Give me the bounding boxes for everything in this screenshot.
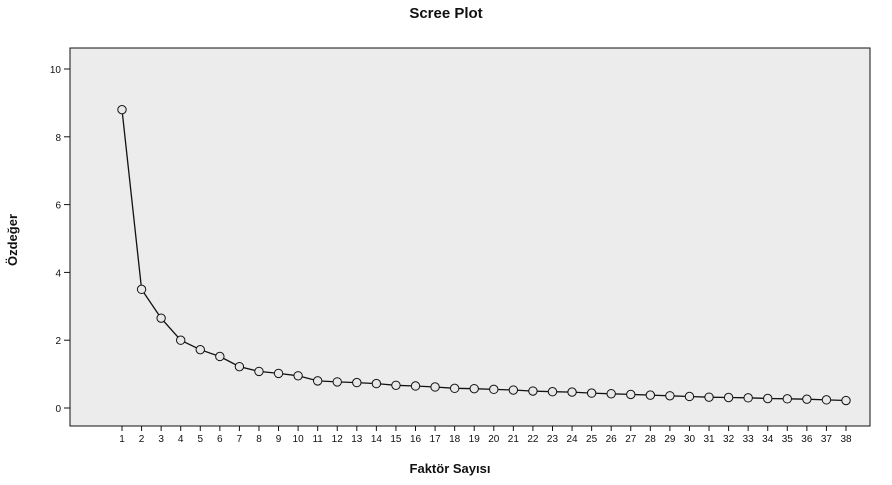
x-tick-label: 12 [332, 434, 344, 445]
y-tick-label: 10 [50, 65, 62, 76]
data-point [821, 395, 832, 405]
x-tick-label: 26 [606, 434, 618, 445]
y-tick-label: 4 [55, 268, 61, 279]
data-point [723, 392, 734, 403]
data-point [665, 391, 675, 401]
x-tick-label: 23 [547, 434, 559, 445]
data-point [782, 394, 792, 404]
x-tick-label: 18 [449, 434, 461, 445]
data-point [254, 366, 264, 377]
data-point [567, 387, 577, 397]
data-point [136, 284, 147, 295]
y-axis-label: Özdeğer [5, 214, 20, 266]
y-tick-label: 6 [55, 201, 61, 212]
data-point [684, 391, 695, 402]
x-tick-label: 29 [664, 434, 676, 445]
chart-title: Scree Plot [409, 5, 482, 22]
data-point [528, 386, 538, 396]
y-tick-label: 2 [55, 336, 61, 347]
x-tick-label: 32 [723, 434, 735, 445]
x-tick-label: 28 [645, 434, 657, 445]
x-tick-label: 38 [840, 434, 852, 445]
x-tick-label: 25 [586, 434, 598, 445]
x-tick-label: 31 [703, 434, 715, 445]
data-point [234, 361, 245, 372]
data-point [763, 393, 773, 404]
x-tick-label: 24 [566, 434, 578, 445]
data-point [215, 351, 225, 362]
data-point [332, 377, 342, 387]
x-tick-label: 33 [743, 434, 755, 445]
x-axis-label: Faktör Sayısı [410, 461, 491, 476]
x-tick-label: 4 [178, 434, 184, 445]
x-tick-label: 30 [684, 434, 696, 445]
x-tick-label: 7 [237, 434, 243, 445]
data-point [606, 389, 616, 399]
x-tick-label: 34 [762, 434, 774, 445]
x-tick-label: 17 [430, 434, 442, 445]
x-tick-label: 5 [197, 434, 203, 445]
data-point [489, 384, 499, 395]
data-point [704, 392, 714, 402]
x-tick-label: 27 [625, 434, 637, 445]
x-tick-label: 2 [139, 434, 145, 445]
data-point [176, 335, 186, 345]
x-tick-label: 35 [782, 434, 794, 445]
data-point [841, 395, 851, 406]
data-point [645, 390, 656, 400]
data-point [430, 382, 440, 392]
x-tick-label: 1 [119, 434, 125, 445]
plot-area [69, 47, 871, 427]
x-tick-label: 13 [351, 434, 363, 445]
data-point [449, 383, 460, 394]
data-point [469, 383, 479, 394]
x-tick-label: 8 [256, 434, 262, 445]
x-tick-label: 16 [410, 434, 422, 445]
data-point [410, 381, 421, 391]
x-tick-label: 6 [217, 434, 223, 445]
x-tick-label: 36 [801, 434, 813, 445]
x-tick-label: 14 [371, 434, 383, 445]
data-point [391, 380, 401, 390]
data-point [802, 394, 812, 404]
data-point [312, 376, 323, 386]
x-tick-label: 21 [508, 434, 520, 445]
x-tick-label: 19 [469, 434, 481, 445]
x-axis: 1 2 3 4 5 6 7 8 9 10 11 12 13 14 15 16 17 18 19 20 21 22 23 24 2… [119, 426, 852, 445]
data-point [293, 371, 303, 381]
data-point [626, 389, 636, 400]
x-tick-label: 37 [821, 434, 833, 445]
y-tick-label: 0 [55, 404, 61, 415]
data-point [195, 344, 205, 355]
data-point [156, 313, 166, 323]
data-point [117, 104, 127, 115]
y-tick-label: 8 [55, 133, 61, 144]
x-tick-label: 10 [293, 434, 305, 445]
x-tick-label: 3 [158, 434, 164, 445]
data-point [586, 388, 597, 398]
x-tick-label: 22 [527, 434, 539, 445]
series-layer [117, 104, 851, 406]
x-tick-label: 20 [488, 434, 500, 445]
y-axis: 0 2 4 6 8 10 [50, 65, 70, 415]
x-tick-label: 11 [312, 434, 323, 445]
data-point [508, 385, 519, 395]
data-point [352, 377, 362, 388]
x-tick-label: 9 [276, 434, 282, 445]
x-tick-label: 15 [390, 434, 402, 445]
data-point [547, 387, 558, 397]
data-point [273, 368, 284, 379]
data-point [743, 393, 753, 403]
data-point [371, 378, 382, 389]
